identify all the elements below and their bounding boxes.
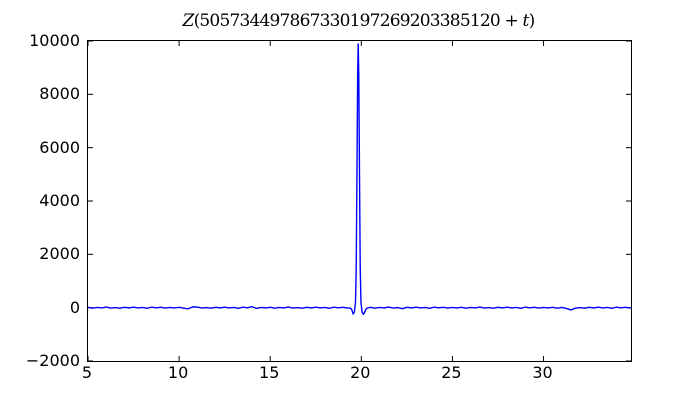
title-lparen: (	[193, 11, 201, 31]
zeta-z-line-chart	[88, 41, 631, 361]
y-tick-label: 4000	[39, 191, 80, 210]
plot-area	[87, 40, 632, 362]
y-tick-label: 2000	[39, 244, 80, 264]
title-variable: t	[522, 11, 530, 31]
y-tick-label: 10000	[29, 31, 80, 50]
y-tick-label: 6000	[39, 137, 80, 157]
x-tick-label: 10	[167, 363, 189, 382]
title-function-symbol: Z	[182, 11, 195, 31]
y-tick-label: −2000	[25, 351, 80, 370]
z-function-data-line	[88, 43, 631, 316]
y-tick-label: 0	[69, 297, 80, 317]
y-tick-label: 8000	[39, 84, 80, 104]
x-tick-label: 30	[532, 363, 553, 382]
plot-title: Z(505734497867330197269203385120 + t)	[87, 11, 630, 31]
title-plus: +	[499, 11, 523, 31]
x-tick-label: 20	[350, 363, 371, 382]
x-tick-label: 15	[259, 363, 280, 382]
x-tick-label: 25	[441, 363, 462, 382]
x-tick-label: 5	[81, 363, 93, 382]
title-rparen: )	[528, 11, 536, 31]
title-number: 505734497867330197269203385120	[199, 11, 500, 31]
